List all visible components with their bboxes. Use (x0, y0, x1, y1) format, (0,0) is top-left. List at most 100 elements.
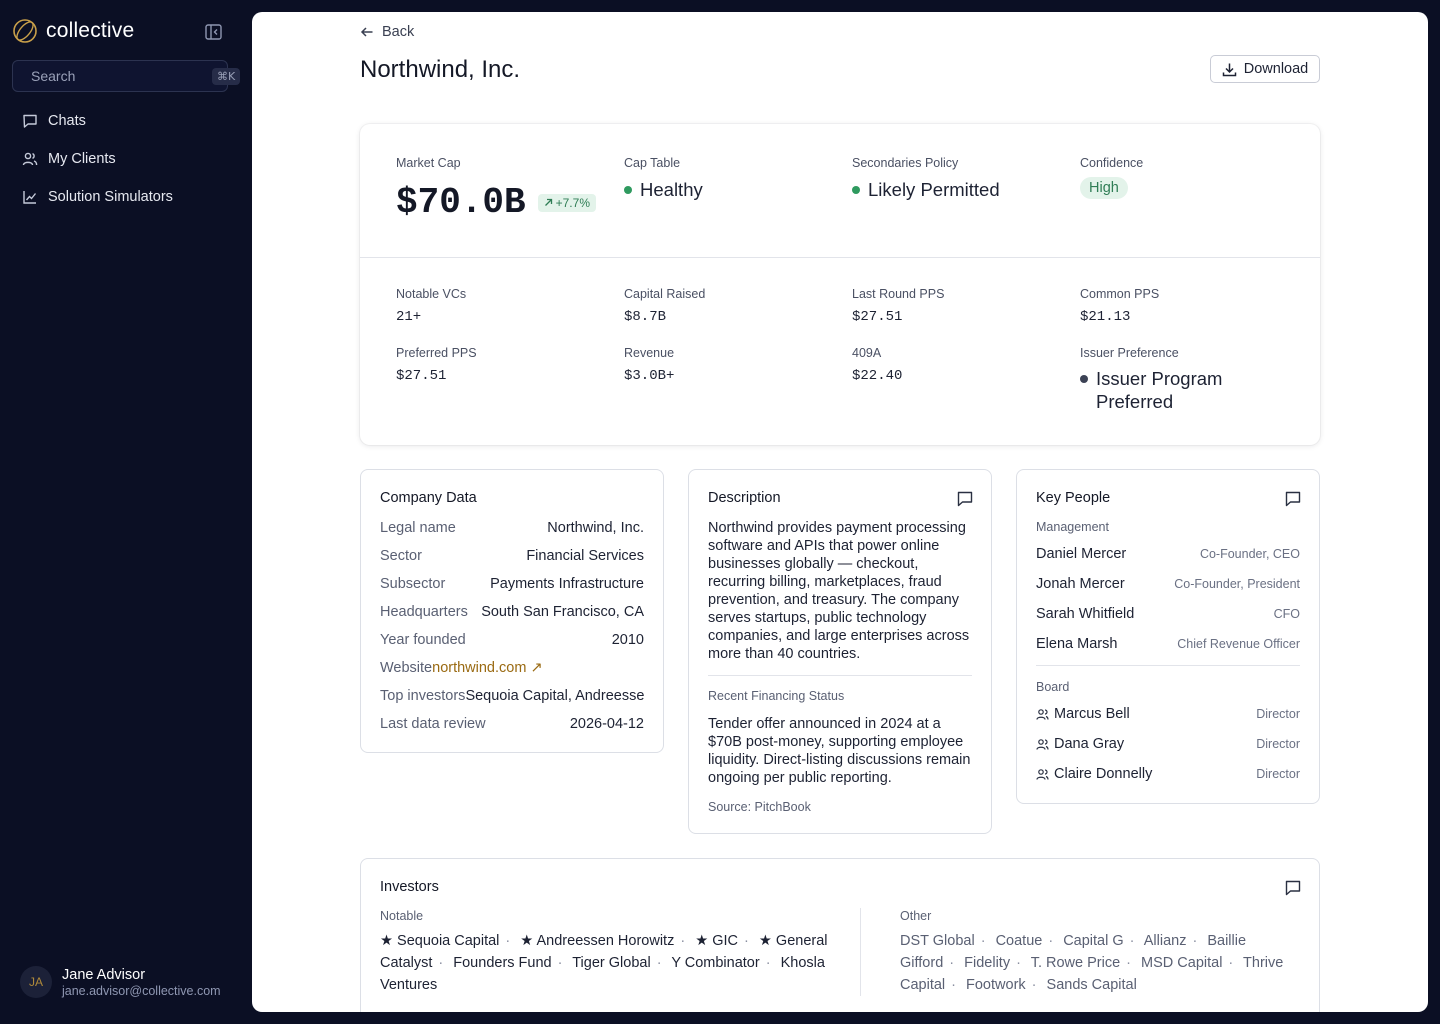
row-value: 2026-04-12 (569, 716, 644, 732)
download-icon (1222, 63, 1236, 76)
download-button[interactable]: Download (1210, 55, 1320, 83)
summary-card: Market Cap $70.0B +7.7% Cap Table Health… (360, 124, 1320, 445)
main-panel: Back Northwind, Inc. Download Market Cap… (252, 12, 1428, 1012)
person-name: Sarah Whitfield (1036, 606, 1135, 622)
person-role: Chief Revenue Officer (1177, 637, 1300, 651)
financing-text: Tender offer announced in 2024 at a $70B… (708, 716, 971, 786)
metric-label: Capital Raised (624, 287, 706, 301)
person-role: CFO (1273, 607, 1300, 621)
row-key: Subsector (380, 576, 446, 592)
row-key: Last data review (380, 716, 486, 732)
sidebar-item-solution-simulators[interactable]: Solution Simulators (12, 178, 228, 216)
notable-label: Notable (380, 909, 424, 923)
separator-dot: · (1228, 955, 1234, 971)
sidebar-item-label: Chats (48, 113, 86, 129)
row-value: South San Francisco, CA (481, 604, 644, 620)
person-name: Claire Donnelly (1054, 766, 1153, 782)
investors-card: Investors Notable ★ Sequoia Capital · ★ A… (360, 858, 1320, 1012)
vertical-divider (860, 908, 861, 996)
chart-line-icon (23, 191, 37, 204)
secondaries-status: Likely Permitted (852, 179, 1000, 201)
key-people-card: Key People Management Daniel Mercer Co-F… (1016, 469, 1320, 804)
metric-value: 21+ (396, 309, 422, 325)
separator-dot: · (949, 955, 955, 971)
separator-dot: · (557, 955, 563, 971)
investor-name: ★ General Catalyst (380, 933, 828, 971)
management-label: Management (1036, 520, 1109, 534)
management-person: Jonah Mercer Co-Founder, President (1036, 576, 1300, 592)
row-key: Legal name (380, 520, 456, 536)
row-value: Payments Infrastructure (490, 576, 644, 592)
metric-preferred-pps: Preferred PPS $27.51 (396, 346, 477, 384)
comment-icon[interactable] (1285, 491, 1301, 507)
comment-icon[interactable] (1285, 880, 1301, 896)
company-data-card: Company Data Legal name Northwind, Inc. … (360, 469, 664, 753)
separator-dot: · (680, 933, 686, 949)
metric-label: 409A (852, 346, 882, 360)
row-key: Sector (380, 548, 422, 564)
metric-label: Issuer Preference (1080, 346, 1179, 360)
market-cap: Market Cap $70.0B +7.7% (396, 156, 596, 223)
company-row-legal-name: Legal name Northwind, Inc. (380, 520, 644, 536)
metric-value: $27.51 (852, 309, 903, 325)
search-input[interactable] (31, 68, 212, 84)
back-label: Back (382, 24, 415, 40)
investor-name: Tiger Global (572, 955, 651, 971)
issuer-preference-value: Issuer Program Preferred (1096, 368, 1223, 412)
metric-label: Notable VCs (396, 287, 467, 301)
row-value: 2010 (611, 632, 644, 648)
sidebar-item-label: My Clients (48, 151, 116, 167)
separator-dot: · (1126, 955, 1131, 971)
investor-name: Y Combinator (671, 955, 760, 971)
separator-dot: · (980, 933, 986, 949)
separator-dot: · (505, 933, 511, 949)
sidebar-nav: Chats My Clients Solution Simulators (12, 102, 228, 216)
metric-value: $27.51 (396, 368, 447, 384)
metric-label: Preferred PPS (396, 346, 477, 360)
collapse-sidebar-icon[interactable] (205, 24, 222, 40)
status-dot (624, 186, 632, 194)
download-label: Download (1243, 61, 1309, 77)
user-profile[interactable]: JA Jane Advisor jane.advisor@collective.… (20, 966, 221, 998)
brand[interactable]: collective (12, 18, 134, 44)
sidebar-item-chats[interactable]: Chats (12, 102, 228, 140)
board-person: Marcus Bell Director (1036, 706, 1300, 722)
person-icon (1036, 708, 1049, 720)
person-role: Co-Founder, President (1174, 577, 1300, 591)
separator-dot: · (438, 955, 444, 971)
market-cap-label: Market Cap (396, 156, 461, 170)
management-person: Elena Marsh Chief Revenue Officer (1036, 636, 1300, 652)
management-person: Sarah Whitfield CFO (1036, 606, 1300, 622)
metric-notable-vcs: Notable VCs 21+ (396, 287, 466, 325)
management-person: Daniel Mercer Co-Founder, CEO (1036, 546, 1300, 562)
search-box[interactable]: ⌘K (12, 60, 241, 92)
investor-name: Footwork (966, 977, 1026, 993)
person-icon (1036, 738, 1049, 750)
arrow-up-right-icon (544, 198, 552, 206)
back-link[interactable]: Back (360, 24, 414, 40)
avatar: JA (20, 966, 52, 998)
separator-dot: · (951, 977, 956, 993)
metric-revenue: Revenue $3.0B+ (624, 346, 674, 384)
board-person: Dana Gray Director (1036, 736, 1300, 752)
board-person: Claire Donnelly Director (1036, 766, 1300, 782)
investor-name: ★ GIC (695, 933, 739, 949)
separator-dot: · (1048, 933, 1054, 949)
row-value: Northwind, Inc. (547, 520, 644, 536)
company-row-website: Website northwind.com ↗ (380, 660, 644, 676)
description-text: Northwind provides payment processing so… (708, 520, 970, 662)
company-row-subsector: Subsector Payments Infrastructure (380, 576, 644, 592)
separator-dot: · (765, 955, 771, 971)
metric-label: Common PPS (1080, 287, 1160, 301)
sidebar-item-label: Solution Simulators (48, 189, 173, 205)
board-label: Board (1036, 680, 1070, 694)
row-key: Website (380, 660, 433, 676)
confidence: Confidence High (1080, 156, 1143, 199)
sidebar-item-my-clients[interactable]: My Clients (12, 140, 228, 178)
investor-name: Khosla Ventures (380, 955, 825, 993)
market-cap-value: $70.0B (396, 182, 526, 223)
website-link[interactable]: northwind.com ↗ (432, 660, 543, 676)
issuer-preference-status: Issuer Program Preferred (1080, 367, 1270, 413)
metric-value: $22.40 (852, 368, 903, 384)
comment-icon[interactable] (957, 491, 973, 507)
